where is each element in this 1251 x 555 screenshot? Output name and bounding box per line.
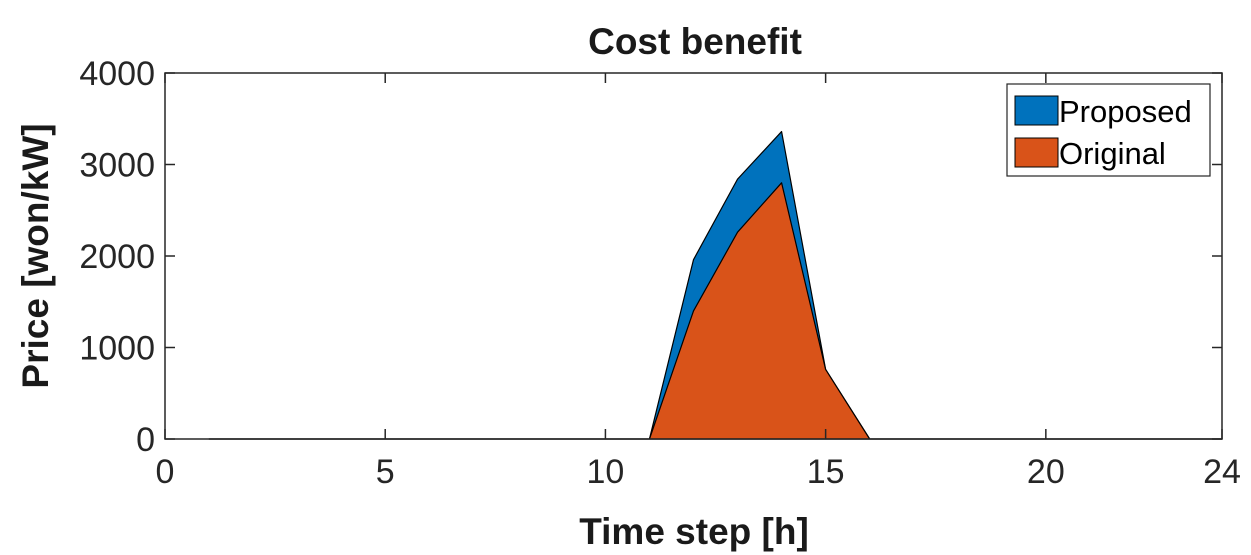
x-tick-label: 0	[156, 453, 175, 491]
legend[interactable]: Proposed Original	[1006, 83, 1211, 177]
y-axis-label: Price [won/kW]	[15, 123, 56, 388]
y-tick-label: 2000	[79, 238, 155, 276]
legend-swatch-proposed	[1014, 95, 1059, 126]
y-tick-label: 3000	[79, 147, 155, 185]
legend-swatch-original	[1014, 137, 1059, 168]
legend-label-original: Original	[1059, 136, 1166, 171]
legend-label-proposed: Proposed	[1059, 94, 1192, 129]
y-tick-label: 0	[136, 421, 155, 459]
x-tick-label: 10	[587, 453, 625, 491]
y-axis-ticks: 0 1000 2000 3000 4000	[79, 55, 1222, 459]
y-tick-label: 4000	[79, 55, 155, 93]
x-tick-label: 20	[1027, 453, 1065, 491]
x-tick-label: 5	[376, 453, 395, 491]
x-tick-label: 15	[807, 453, 845, 491]
x-tick-label: 24	[1203, 453, 1241, 491]
x-axis-label: Time step [h]	[579, 511, 809, 552]
x-axis-ticks: 0 5 10 15 20 24	[156, 73, 1241, 491]
chart-title: Cost benefit	[588, 21, 802, 62]
y-tick-label: 1000	[79, 330, 155, 368]
